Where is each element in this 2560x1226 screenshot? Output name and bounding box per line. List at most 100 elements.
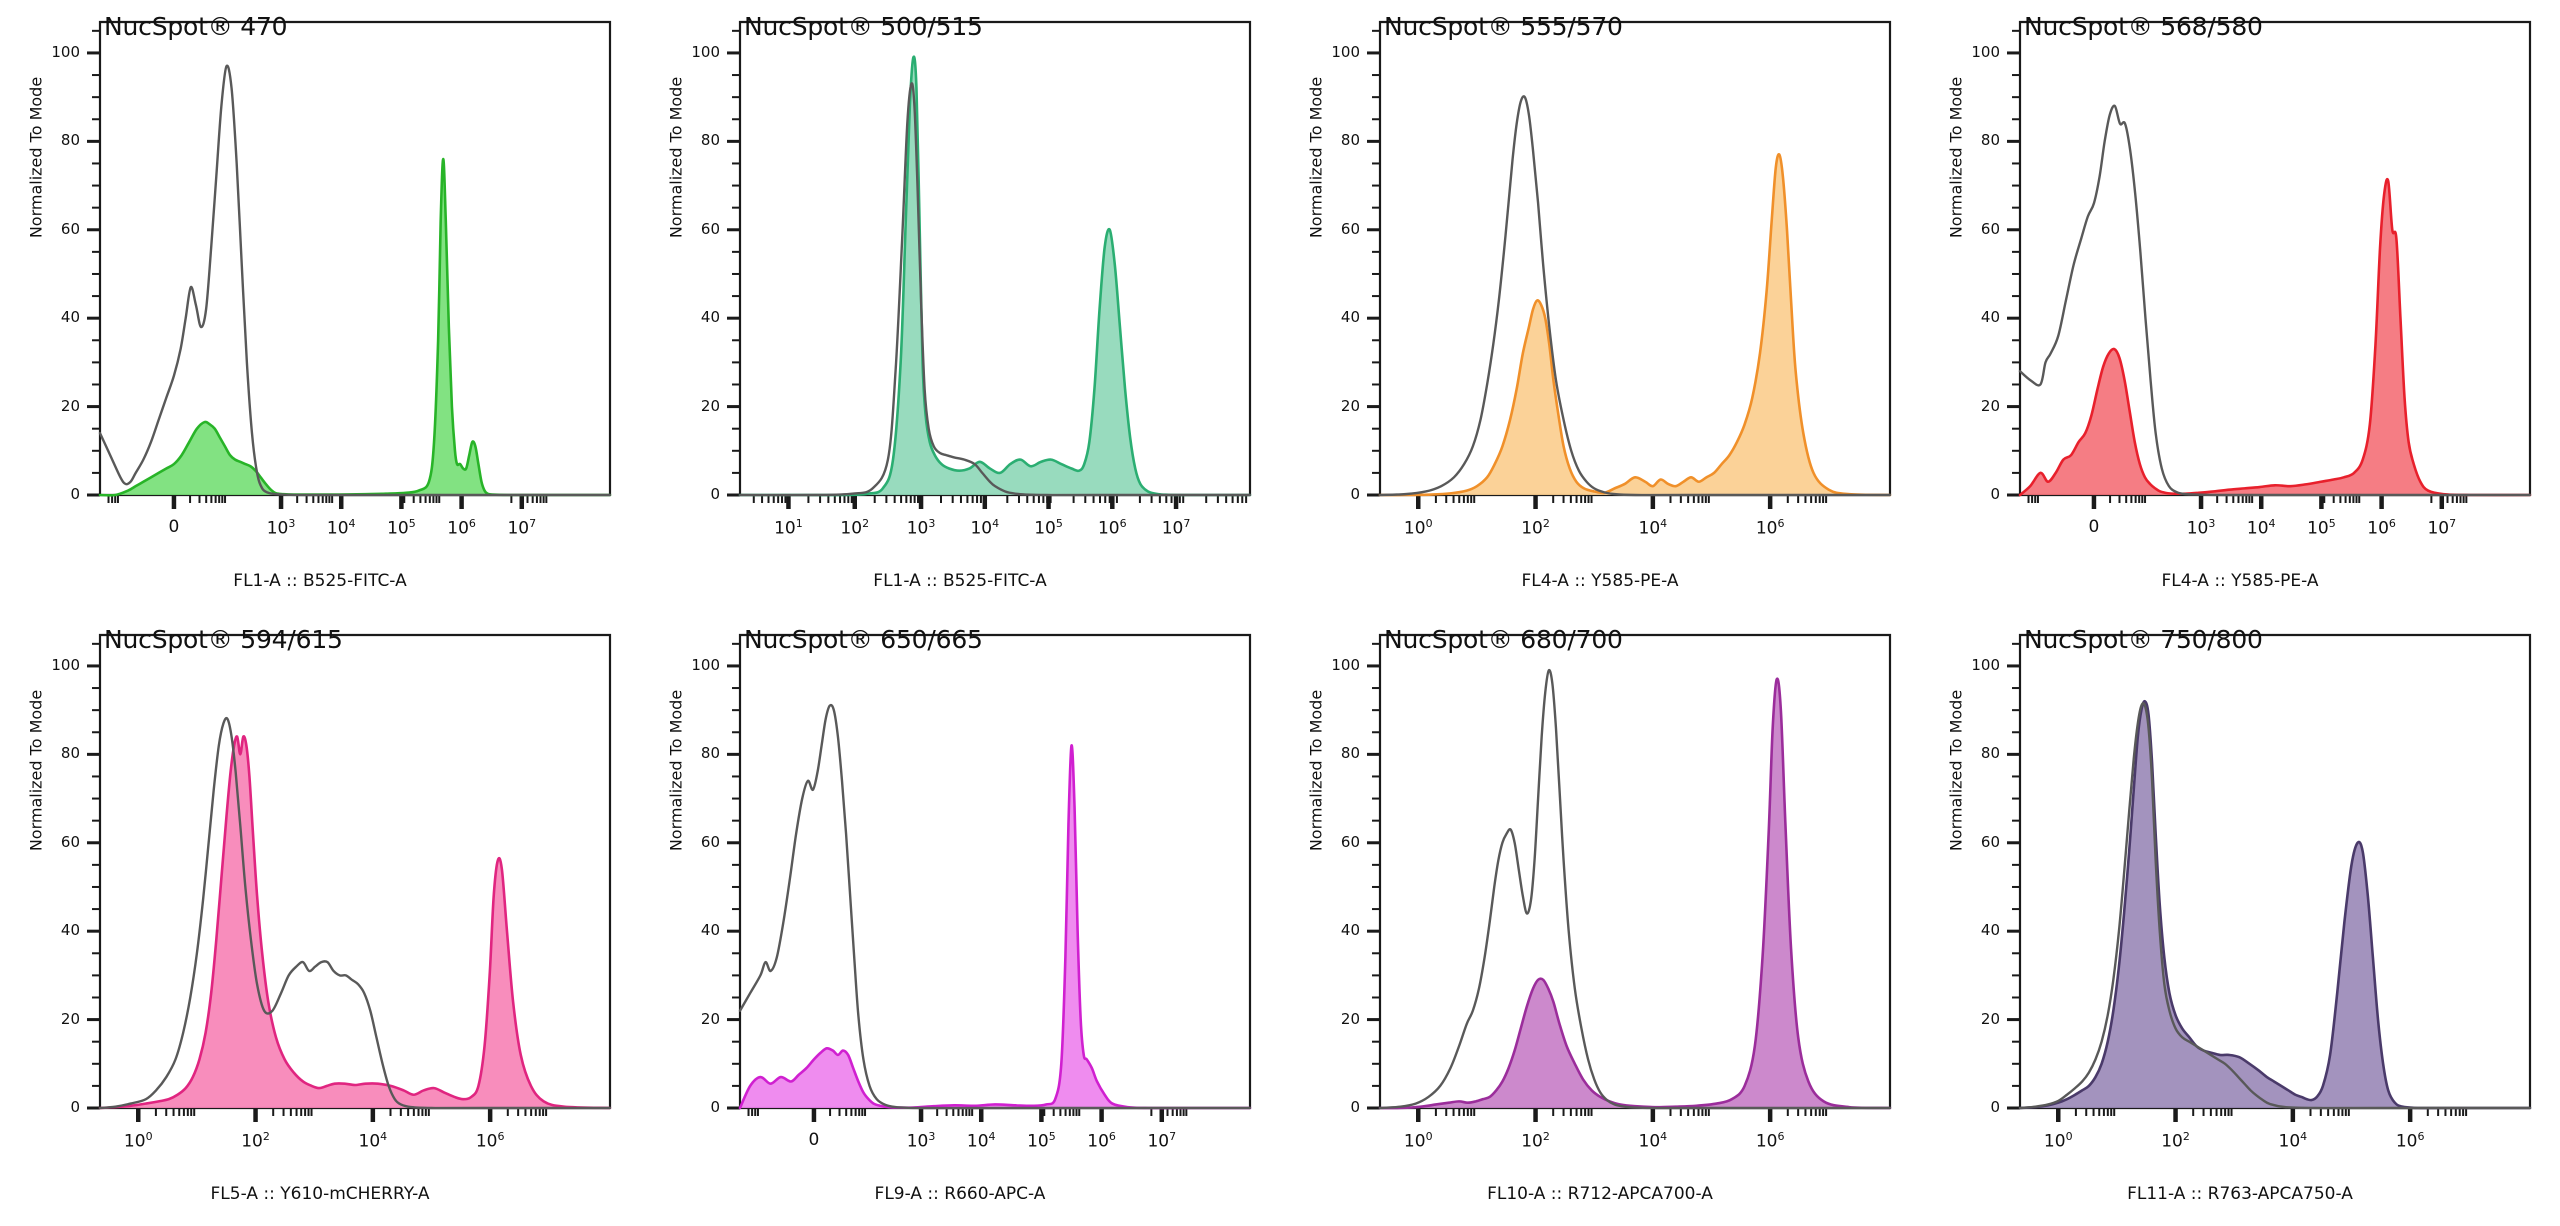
x-tick-group xyxy=(136,1108,548,1122)
histogram-panel-6: NucSpot® 650/665 Normalized To Mode 0 20 40 6… xyxy=(640,613,1280,1226)
x-tick-group xyxy=(747,1108,1188,1122)
x-tick-label: 103 xyxy=(906,517,936,539)
y-tick-group xyxy=(1367,642,1380,1110)
histogram-plot xyxy=(87,633,612,1122)
unstained-control-series xyxy=(98,64,612,497)
histogram-panel-2: NucSpot® 500/515 Normalized To Mode 0 20 40 6… xyxy=(640,0,1280,613)
y-tick-group xyxy=(727,642,740,1110)
stained-series xyxy=(2018,177,2532,497)
x-tick-group xyxy=(1416,1108,1828,1122)
histogram-plot xyxy=(87,20,612,509)
y-tick-group xyxy=(1367,29,1380,497)
y-tick-label: 80 xyxy=(1340,131,1360,150)
y-tick-label: 0 xyxy=(710,485,720,503)
y-tick-label: 40 xyxy=(1980,308,2000,327)
x-tick-label: 103 xyxy=(906,1130,936,1152)
x-tick-label: 102 xyxy=(840,517,870,539)
y-axis-label: Normalized To Mode xyxy=(26,76,46,239)
unstained-control-series xyxy=(1378,95,1892,497)
x-tick-group xyxy=(2056,1108,2468,1122)
x-tick-label: 102 xyxy=(1521,1130,1550,1152)
x-tick-group xyxy=(107,495,548,509)
y-tick-label: 40 xyxy=(60,308,80,327)
y-tick-label: 20 xyxy=(1340,1009,1360,1028)
x-tick-label: 107 xyxy=(2427,517,2457,539)
y-tick-label: 20 xyxy=(700,1009,720,1028)
x-axis-label: FL5-A :: Y610-mCHERRY-A xyxy=(210,1184,430,1204)
x-axis-label: FL10-A :: R712-APCA700-A xyxy=(1487,1184,1713,1204)
x-tick-label: 106 xyxy=(2367,517,2396,539)
x-axis-label: FL4-A :: Y585-PE-A xyxy=(2161,571,2319,591)
axis-frame xyxy=(738,20,1252,495)
y-tick-label: 100 xyxy=(691,655,720,674)
y-tick-group xyxy=(87,642,100,1110)
y-tick-label: 40 xyxy=(700,921,720,940)
y-axis-label: Normalized To Mode xyxy=(666,76,686,239)
x-tick-label: 106 xyxy=(1755,1130,1785,1152)
unstained-control-series xyxy=(738,82,1252,497)
histogram-plot xyxy=(2007,20,2532,509)
x-tick-label: 105 xyxy=(387,517,416,539)
y-tick-group xyxy=(727,29,740,497)
y-tick-label: 0 xyxy=(70,1098,80,1116)
x-tick-group xyxy=(752,495,1248,509)
x-tick-label: 101 xyxy=(774,517,803,539)
x-tick-label: 102 xyxy=(2161,1130,2190,1152)
y-tick-label: 80 xyxy=(700,131,720,150)
y-tick-label: 100 xyxy=(51,42,80,61)
x-tick-label: 107 xyxy=(1147,1130,1177,1152)
y-tick-label: 40 xyxy=(1980,921,2000,940)
y-tick-label: 60 xyxy=(60,219,80,238)
y-tick-label: 60 xyxy=(1340,832,1360,851)
unstained-control-series xyxy=(2018,104,2532,497)
x-tick-label: 106 xyxy=(447,517,476,539)
axis-frame xyxy=(98,20,612,495)
y-tick-label: 20 xyxy=(1340,396,1360,415)
x-tick-label: 102 xyxy=(241,1130,270,1152)
x-tick-label: 106 xyxy=(2395,1130,2425,1152)
y-tick-label: 0 xyxy=(70,485,80,503)
y-tick-label: 0 xyxy=(1990,485,2000,503)
histogram-plot xyxy=(1367,633,1892,1122)
y-tick-label: 100 xyxy=(1331,655,1360,674)
y-tick-label: 20 xyxy=(60,396,80,415)
y-tick-label: 100 xyxy=(51,655,80,674)
y-tick-label: 60 xyxy=(60,832,80,851)
y-tick-label: 40 xyxy=(700,308,720,327)
axis-frame xyxy=(738,633,1252,1108)
y-tick-label: 60 xyxy=(700,219,720,238)
unstained-control-series xyxy=(2018,702,2532,1110)
x-tick-label: 105 xyxy=(1027,1130,1056,1152)
x-tick-group xyxy=(2027,495,2468,509)
y-tick-label: 20 xyxy=(1980,396,2000,415)
x-tick-label: 107 xyxy=(507,517,537,539)
x-tick-label: 104 xyxy=(1638,517,1668,539)
axis-frame xyxy=(1378,633,1892,1108)
x-tick-label: 104 xyxy=(970,517,1000,539)
y-tick-label: 100 xyxy=(1971,655,2000,674)
y-tick-label: 20 xyxy=(700,396,720,415)
y-tick-group xyxy=(87,29,100,497)
x-tick-label: 100 xyxy=(1403,1130,1433,1152)
axis-frame xyxy=(2018,633,2532,1108)
y-tick-group xyxy=(2007,642,2020,1110)
histogram-panel-3: NucSpot® 555/570 Normalized To Mode 0 20 40 6… xyxy=(1280,0,1920,613)
unstained-control-series xyxy=(98,716,612,1110)
x-axis-label: FL4-A :: Y585-PE-A xyxy=(1521,571,1679,591)
y-tick-label: 80 xyxy=(1980,744,2000,763)
x-tick-label: 103 xyxy=(266,517,296,539)
y-tick-label: 60 xyxy=(1980,219,2000,238)
x-tick-label: 104 xyxy=(358,1130,388,1152)
stained-series xyxy=(98,157,612,497)
y-tick-label: 80 xyxy=(60,744,80,763)
y-tick-group xyxy=(2007,29,2020,497)
x-tick-label: 104 xyxy=(2278,1130,2308,1152)
x-tick-label: 107 xyxy=(1161,517,1191,539)
y-tick-label: 100 xyxy=(1971,42,2000,61)
y-tick-label: 60 xyxy=(700,832,720,851)
y-tick-label: 80 xyxy=(700,744,720,763)
histogram-plot xyxy=(1367,20,1892,509)
y-tick-label: 0 xyxy=(1990,1098,2000,1116)
x-tick-label: 104 xyxy=(966,1130,996,1152)
x-tick-label: 0 xyxy=(168,517,180,537)
